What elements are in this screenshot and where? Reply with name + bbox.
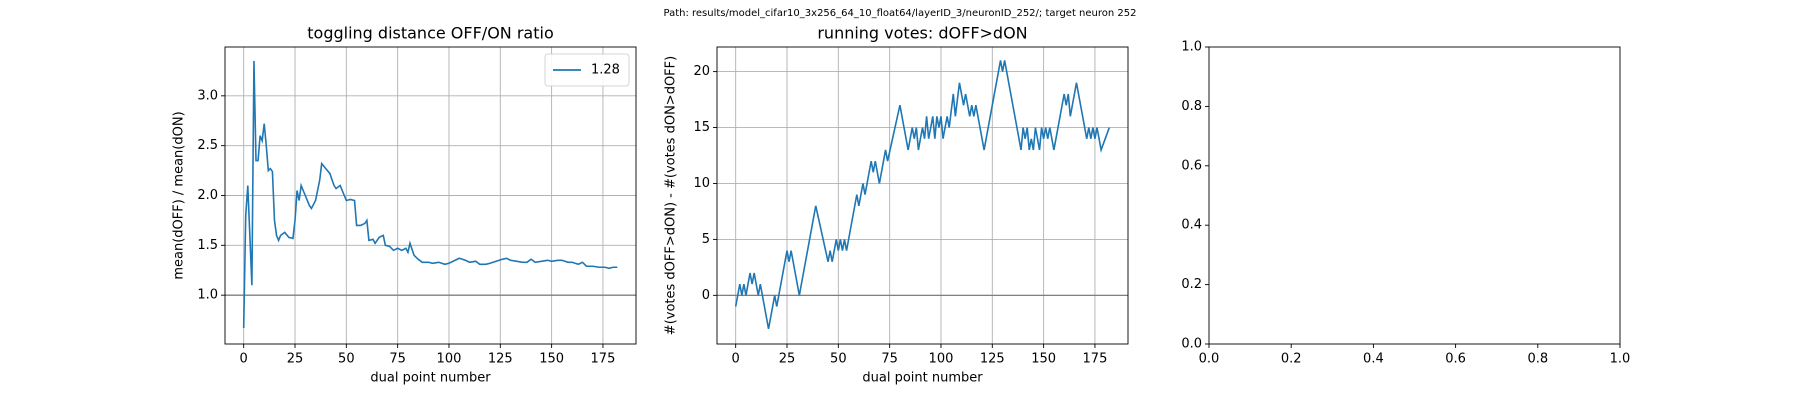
x-tick-label: 0 [732, 352, 740, 367]
x-tick-label: 50 [830, 352, 847, 367]
data-line [734, 60, 1111, 330]
y-tick-label: 0.0 [1181, 337, 1202, 352]
x-tick-label: 150 [1031, 352, 1056, 367]
y-axis-label: #(votes dOFF>dON) - #(votes dON>dOFF) [664, 56, 679, 335]
x-tick-label: 100 [437, 352, 462, 367]
legend-box [544, 53, 630, 87]
x-tick-label: 100 [929, 352, 954, 367]
x-tick-label: 75 [389, 352, 406, 367]
y-tick-label: 0.4 [1181, 218, 1202, 233]
y-tick-label: 2.5 [197, 138, 218, 153]
x-tick-label: 150 [539, 352, 564, 367]
y-tick-label: 1.0 [1181, 40, 1202, 55]
figure-title: Path: results/model_cifar10_3x256_64_10_… [664, 8, 1137, 19]
axes-frame [224, 46, 637, 345]
axes-frame [716, 46, 1129, 345]
x-tick-label: 125 [980, 352, 1005, 367]
y-tick-label: 0.6 [1181, 158, 1202, 173]
x-tick-label: 175 [591, 352, 616, 367]
x-tick-label: 175 [1083, 352, 1108, 367]
x-tick-label: 50 [338, 352, 355, 367]
y-tick-label: 0.8 [1181, 99, 1202, 114]
x-axis-label: dual point number [862, 371, 983, 386]
x-tick-label: 0 [240, 352, 248, 367]
y-tick-label: 20 [693, 64, 710, 79]
x-tick-label: 0.0 [1199, 352, 1220, 367]
y-tick-label: 1.5 [197, 238, 218, 253]
x-tick-label: 0.8 [1527, 352, 1548, 367]
x-tick-label: 125 [488, 352, 513, 367]
y-tick-label: 0.2 [1181, 277, 1202, 292]
x-tick-label: 25 [287, 352, 304, 367]
x-tick-label: 75 [881, 352, 898, 367]
legend-label: 1.28 [591, 63, 620, 78]
chart-title: toggling distance OFF/ON ratio [307, 24, 553, 43]
chart-title: running votes: dOFF>dON [817, 24, 1027, 43]
y-tick-label: 15 [693, 120, 710, 135]
y-tick-label: 2.0 [197, 188, 218, 203]
y-tick-label: 3.0 [197, 88, 218, 103]
x-axis-label: dual point number [370, 371, 491, 386]
y-axis-label: mean(dOFF) / mean(dON) [172, 111, 187, 279]
y-tick-label: 0 [702, 288, 710, 303]
y-tick-label: 1.0 [197, 288, 218, 303]
x-tick-label: 1.0 [1610, 352, 1631, 367]
y-tick-label: 5 [702, 232, 710, 247]
axes-frame [1208, 46, 1621, 345]
x-tick-label: 25 [779, 352, 796, 367]
x-tick-label: 0.2 [1281, 352, 1302, 367]
x-tick-label: 0.4 [1363, 352, 1384, 367]
y-tick-label: 10 [693, 176, 710, 191]
x-tick-label: 0.6 [1445, 352, 1466, 367]
data-line [242, 60, 618, 329]
